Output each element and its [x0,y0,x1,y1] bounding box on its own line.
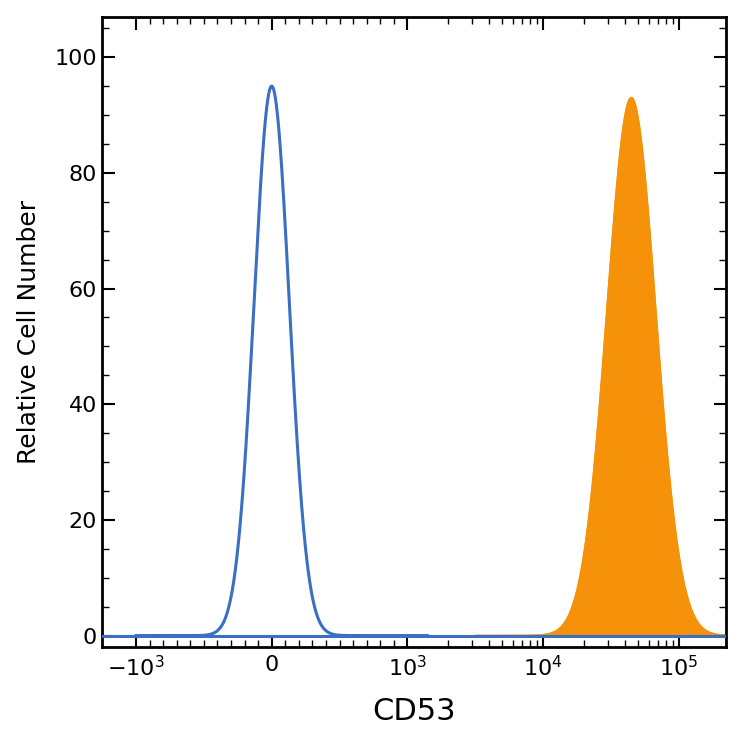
Y-axis label: Relative Cell Number: Relative Cell Number [16,200,41,464]
X-axis label: CD53: CD53 [372,698,456,727]
Polygon shape [136,86,427,635]
Polygon shape [476,97,743,635]
